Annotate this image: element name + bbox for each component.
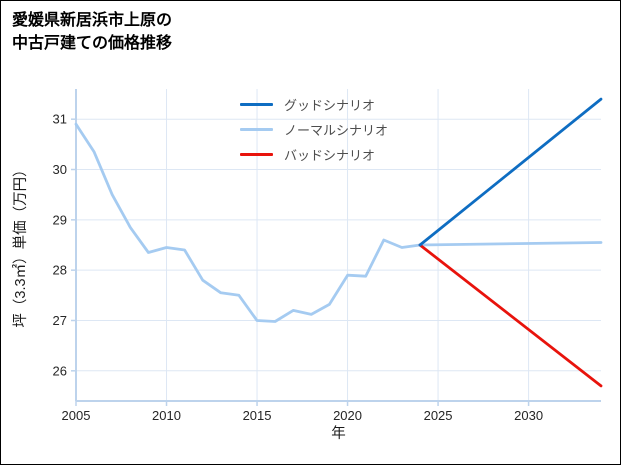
x-tick-label: 2010 bbox=[152, 408, 181, 423]
y-tick-label: 30 bbox=[53, 162, 67, 177]
x-tick-label: 2005 bbox=[62, 408, 91, 423]
chart-title: 愛媛県新居浜市上原の 中古戸建ての価格推移 bbox=[12, 9, 172, 55]
chart-title-line2: 中古戸建ての価格推移 bbox=[12, 35, 173, 53]
x-tick-label: 2030 bbox=[514, 408, 543, 423]
series-line-1 bbox=[74, 122, 603, 323]
legend-swatch bbox=[240, 153, 273, 156]
x-tick-label: 2020 bbox=[333, 408, 362, 423]
y-axis-label: 坪（3.3㎡）単価（万円） bbox=[12, 162, 29, 327]
x-tick-label: 2015 bbox=[243, 408, 272, 423]
y-tick-label: 29 bbox=[53, 212, 67, 227]
legend-item-2: バッドシナリオ bbox=[240, 146, 388, 163]
x-tick-label: 2025 bbox=[424, 408, 453, 423]
y-tick-label: 31 bbox=[53, 112, 67, 127]
x-axis-label: 年 bbox=[331, 425, 346, 442]
legend-label: グッドシナリオ bbox=[284, 98, 376, 113]
legend-label: ノーマルシナリオ bbox=[284, 123, 389, 138]
legend-item-0: グッドシナリオ bbox=[240, 96, 388, 113]
chart-title-line1: 愛媛県新居浜市上原の bbox=[12, 12, 173, 29]
y-tick-label: 26 bbox=[53, 363, 67, 378]
y-tick-label: 28 bbox=[53, 263, 67, 278]
y-tick-label: 27 bbox=[53, 313, 67, 328]
legend-label: バッドシナリオ bbox=[284, 148, 376, 163]
series-line-0 bbox=[418, 97, 603, 247]
legend-swatch bbox=[240, 128, 273, 131]
legend: グッドシナリオ ノーマルシナリオ バッドシナリオ bbox=[240, 96, 388, 163]
series-line-2 bbox=[418, 243, 603, 388]
legend-swatch bbox=[240, 103, 273, 106]
legend-item-1: ノーマルシナリオ bbox=[240, 121, 388, 138]
